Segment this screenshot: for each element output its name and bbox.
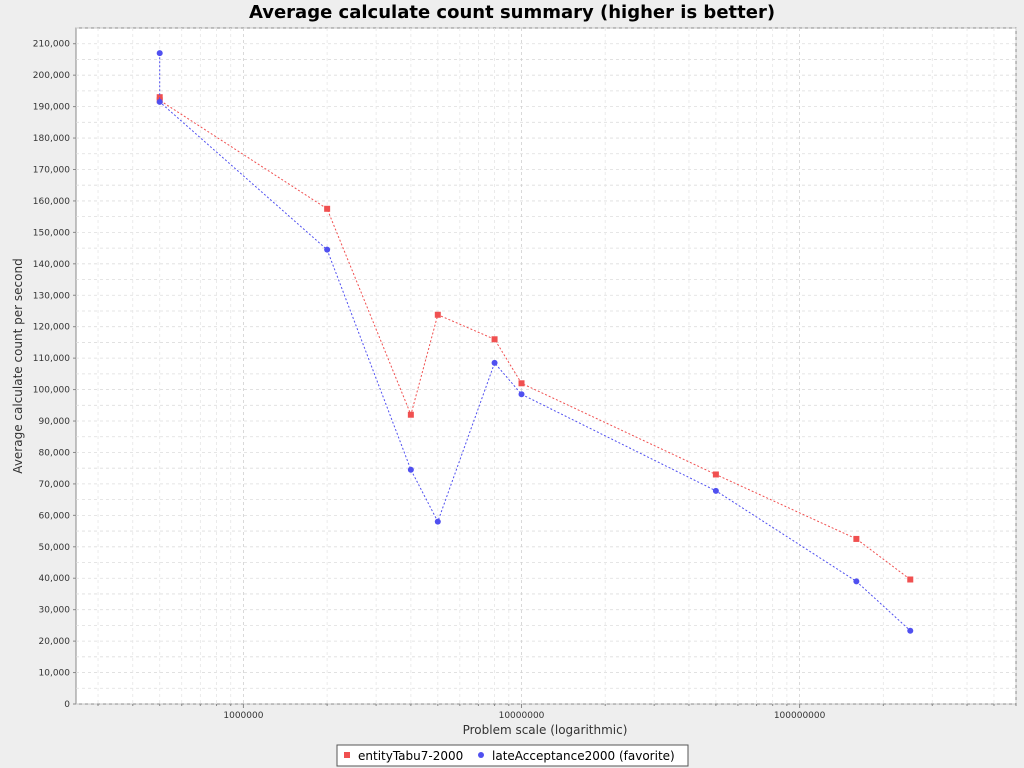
legend-label-entitytabu: entityTabu7-2000 — [358, 749, 463, 763]
y-tick-label: 20,000 — [39, 637, 71, 647]
y-tick-label: 110,000 — [33, 354, 70, 364]
series-line — [159, 53, 911, 632]
legend-box — [336, 744, 689, 767]
x-tick-label: 10000000 — [499, 711, 545, 721]
data-point — [712, 471, 719, 478]
y-tick-label: 80,000 — [39, 448, 71, 458]
chart-title: Average calculate count summary (higher … — [249, 2, 775, 23]
y-tick-label: 30,000 — [39, 606, 71, 616]
y-axis-label: Average calculate count per second — [11, 258, 25, 473]
x-axis-label: Problem scale (logarithmic) — [463, 723, 628, 737]
data-point — [907, 576, 914, 583]
legend-marker-entitytabu — [344, 752, 350, 758]
y-tick-label: 60,000 — [39, 511, 71, 521]
data-point — [518, 380, 525, 387]
x-tick-label: 100000000 — [774, 711, 826, 721]
data-point — [853, 535, 860, 542]
legend-label-lateacceptance: lateAcceptance2000 (favorite) — [492, 749, 675, 763]
y-axis-ticks: 0 10,000 20,000 30,000 40,000 50,000 60,000 70,… — [33, 40, 76, 710]
data-point — [156, 94, 163, 101]
data-point — [156, 98, 163, 105]
y-tick-label: 40,000 — [39, 574, 71, 584]
data-point — [853, 578, 860, 585]
y-tick-label: 50,000 — [39, 543, 71, 553]
series-line — [159, 97, 911, 580]
y-tick-label: 70,000 — [39, 480, 71, 490]
series-layer — [156, 50, 914, 634]
y-tick-label: 140,000 — [33, 260, 70, 270]
y-tick-label: 200,000 — [33, 71, 70, 81]
grid-lines — [76, 27, 1017, 705]
y-tick-label: 120,000 — [33, 323, 70, 333]
legend: entityTabu7-2000 lateAcceptance2000 (fav… — [336, 744, 689, 767]
y-tick-label: 90,000 — [39, 417, 71, 427]
y-tick-label: 150,000 — [33, 228, 70, 238]
data-point — [324, 205, 331, 212]
x-tick-label: 1000000 — [223, 711, 263, 721]
y-tick-label: 130,000 — [33, 291, 70, 301]
data-point — [156, 50, 163, 57]
series-1 — [156, 50, 914, 634]
y-tick-label: 160,000 — [33, 197, 70, 207]
data-point — [491, 359, 498, 366]
y-tick-label: 100,000 — [33, 386, 70, 396]
data-point — [407, 411, 414, 418]
y-tick-label: 170,000 — [33, 165, 70, 175]
data-point — [712, 487, 719, 494]
x-axis-ticks: 1000000 10000000 100000000 — [97, 704, 1017, 721]
data-point — [434, 518, 441, 525]
y-tick-label: 0 — [64, 700, 70, 710]
plot-area — [75, 27, 1017, 705]
data-point — [518, 391, 525, 398]
data-point — [324, 246, 331, 253]
data-point — [907, 627, 914, 634]
y-tick-label: 190,000 — [33, 103, 70, 113]
y-tick-label: 210,000 — [33, 40, 70, 50]
data-point — [491, 336, 498, 343]
legend-marker-lateacceptance — [478, 752, 484, 758]
y-tick-label: 10,000 — [39, 669, 71, 679]
data-point — [434, 311, 441, 318]
y-tick-label: 180,000 — [33, 134, 70, 144]
data-point — [407, 466, 414, 473]
